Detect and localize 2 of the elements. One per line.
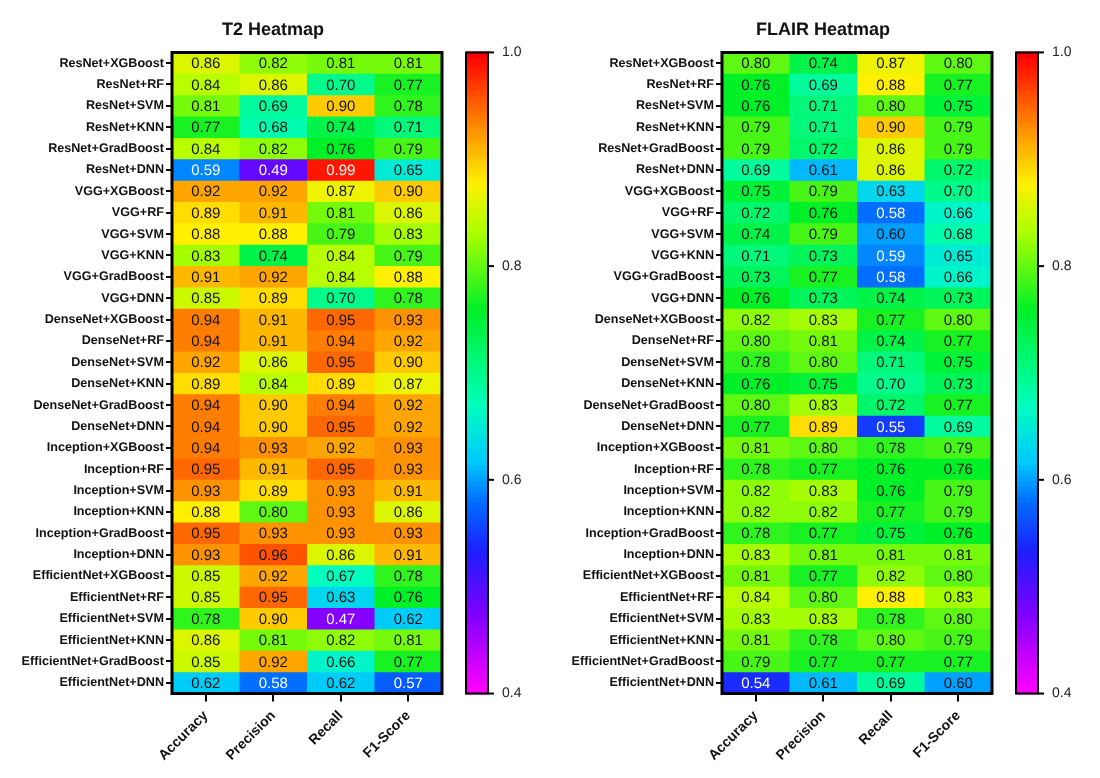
chart-title: FLAIR Heatmap — [755, 18, 891, 39]
chart-title: T2 Heatmap — [221, 18, 326, 39]
